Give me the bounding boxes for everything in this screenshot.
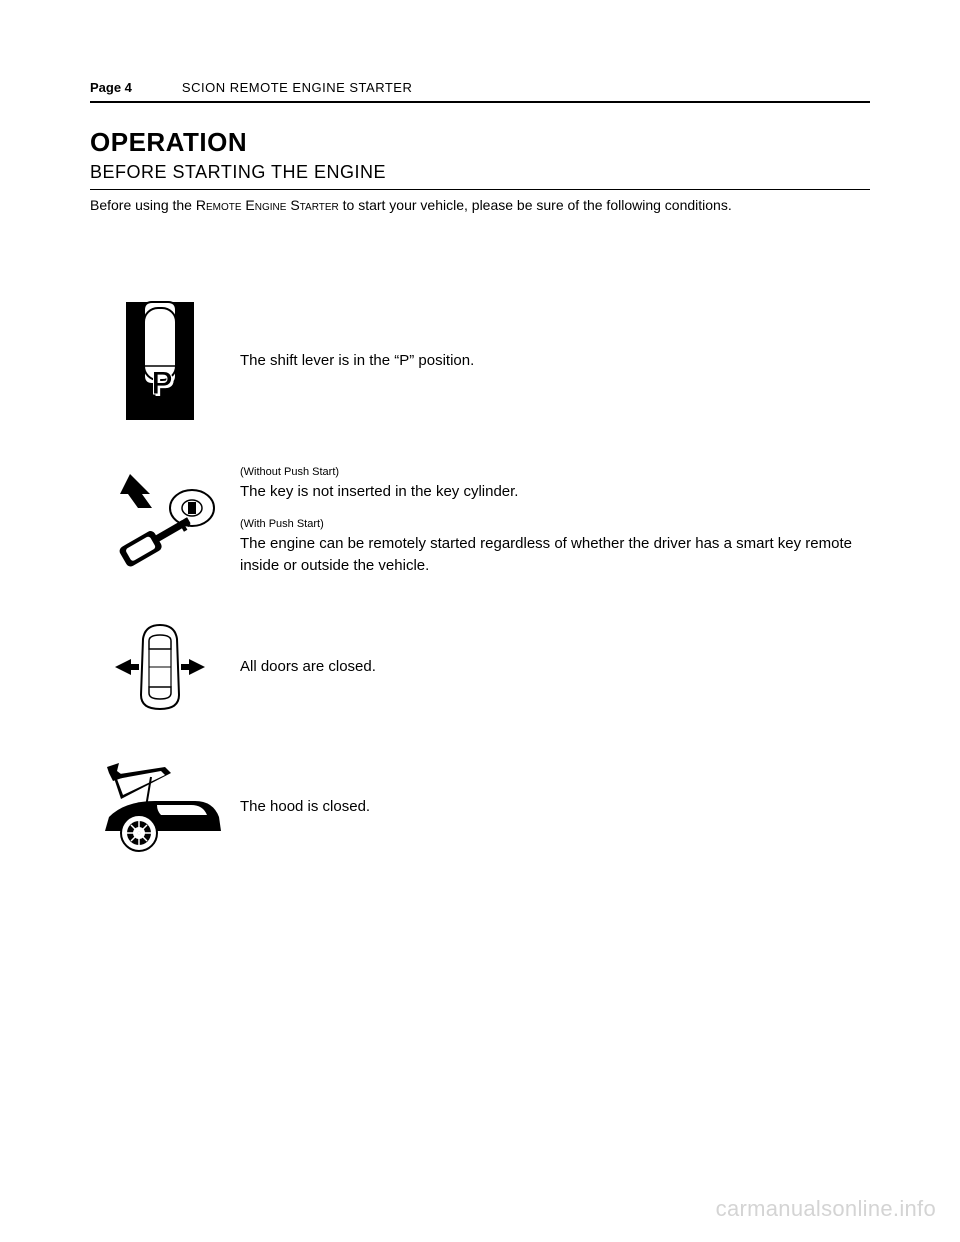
document-title: SCION REMOTE ENGINE STARTER <box>182 80 412 95</box>
intro-suffix: to start your vehicle, please be sure of… <box>339 197 732 213</box>
section-subtitle: BEFORE STARTING THE ENGINE <box>90 162 870 190</box>
section-title: OPERATION <box>90 127 870 158</box>
doors-icon <box>90 617 230 717</box>
condition-doors-text: All doors are closed. <box>240 656 870 678</box>
condition-hood-text-cell: The hood is closed. <box>230 796 870 818</box>
condition-hood: The hood is closed. <box>90 757 870 857</box>
condition-key-with-label: (With Push Start) <box>240 518 870 530</box>
condition-hood-text: The hood is closed. <box>240 796 870 818</box>
condition-key-without-block: (Without Push Start) The key is not inse… <box>240 466 870 503</box>
condition-key-without-text: The key is not inserted in the key cylin… <box>240 481 870 503</box>
svg-text:P: P <box>151 365 172 401</box>
condition-key-with-block: (With Push Start) The engine can be remo… <box>240 518 870 577</box>
condition-doors: All doors are closed. <box>90 617 870 717</box>
page-container: Page 4 SCION REMOTE ENGINE STARTER OPERA… <box>0 0 960 937</box>
watermark: carmanualsonline.info <box>716 1196 936 1222</box>
condition-shift-text-cell: The shift lever is in the “P” position. <box>230 350 870 372</box>
intro-paragraph: Before using the Remote Engine Starter t… <box>90 196 870 216</box>
condition-key-without-label: (Without Push Start) <box>240 466 870 478</box>
shift-lever-icon: P P <box>90 296 230 426</box>
condition-doors-text-cell: All doors are closed. <box>230 656 870 678</box>
condition-shift-text: The shift lever is in the “P” position. <box>240 350 870 372</box>
page-number: Page 4 <box>90 80 132 95</box>
key-icon <box>90 466 230 576</box>
condition-shift: P P The shift lever is in the “P” positi… <box>90 296 870 426</box>
condition-key-with-text: The engine can be remotely started regar… <box>240 533 870 577</box>
hood-icon <box>90 757 230 857</box>
page-header: Page 4 SCION REMOTE ENGINE STARTER <box>90 80 870 103</box>
intro-smallcaps: Remote Engine Starter <box>196 197 339 213</box>
condition-key-text-cell: (Without Push Start) The key is not inse… <box>230 466 870 577</box>
intro-prefix: Before using the <box>90 197 196 213</box>
condition-key: (Without Push Start) The key is not inse… <box>90 466 870 577</box>
